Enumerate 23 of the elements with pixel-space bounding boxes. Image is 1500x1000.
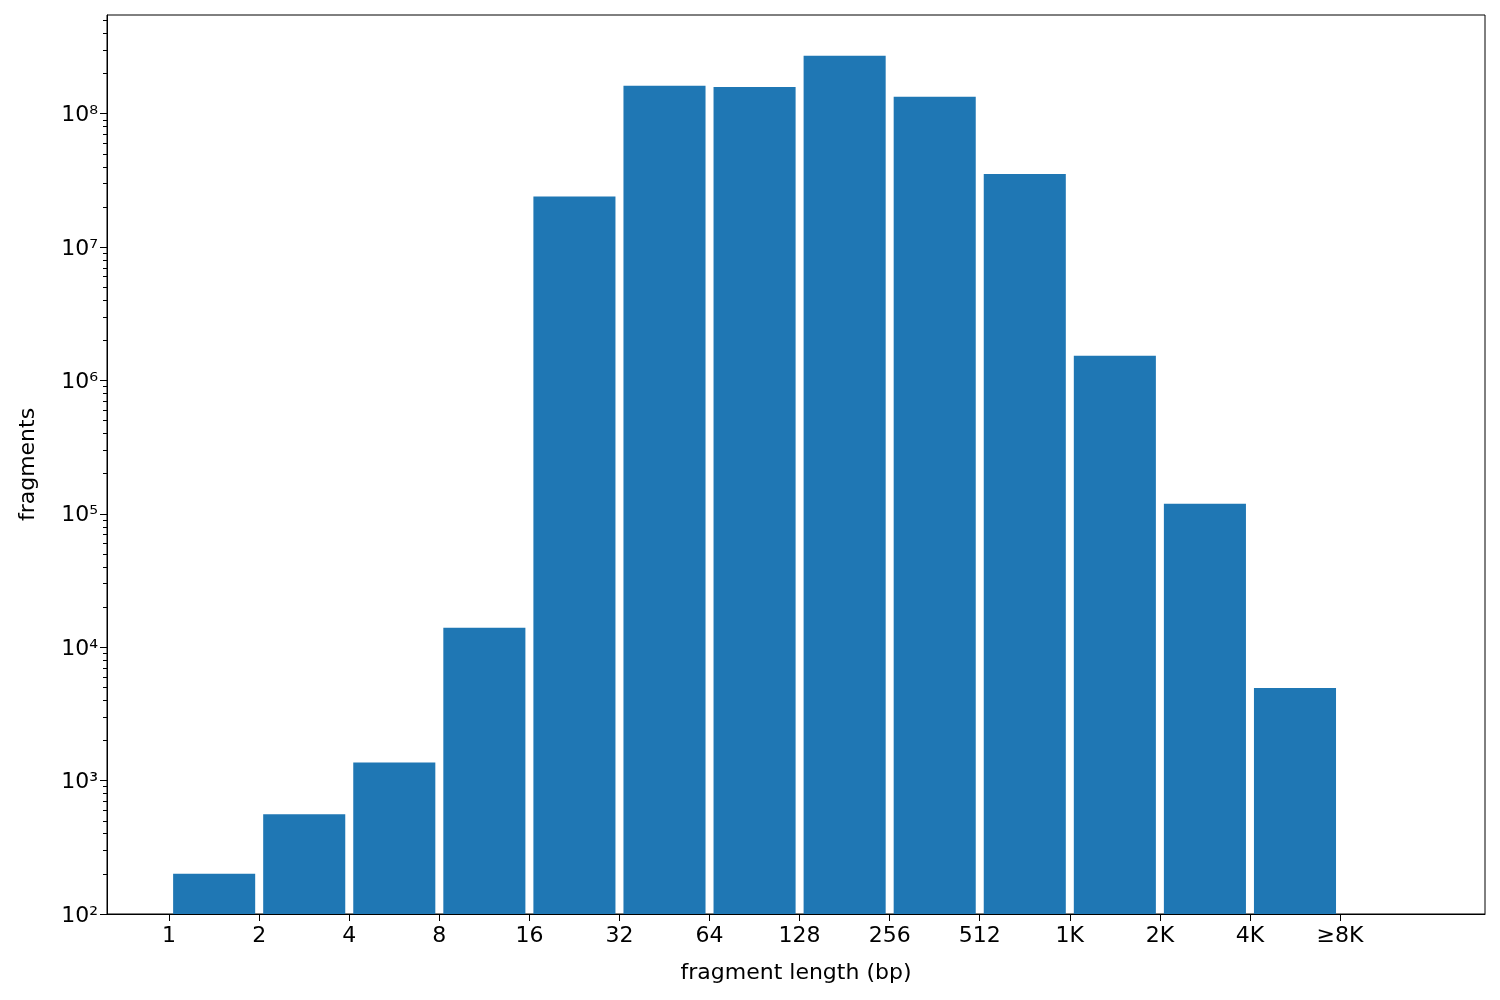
x-tick-label: 512 — [958, 921, 1001, 947]
y-tick-label: 10⁴ — [61, 634, 99, 660]
y-tick-label: 10⁶ — [61, 368, 99, 393]
x-tick-label: 4K — [1235, 921, 1265, 947]
y-tick-label: 10⁵ — [61, 501, 98, 527]
x-tick-label: 4 — [342, 921, 357, 947]
x-axis-title: fragment length (bp) — [680, 958, 912, 984]
x-tick-label: 32 — [605, 921, 634, 947]
x-tick-label: 16 — [515, 921, 544, 947]
x-tick-label: 1 — [162, 921, 177, 947]
x-tick-label: 256 — [868, 921, 911, 947]
y-axis-title: fragments — [13, 407, 39, 522]
y-tick-label: 10⁸ — [61, 101, 99, 127]
y-tick-label: 10⁷ — [61, 234, 98, 260]
y-tick-label: 10³ — [61, 768, 98, 794]
y-tick-label: 10² — [61, 901, 98, 927]
x-tick-label: 128 — [778, 921, 821, 947]
x-tick-label: 1K — [1055, 921, 1085, 947]
x-tick-label: 64 — [695, 921, 724, 947]
x-tick-label: 2 — [252, 921, 267, 947]
x-tick-label: ≥8K — [1316, 921, 1365, 947]
x-tick-label: 2K — [1145, 921, 1175, 947]
x-tick-label: 8 — [432, 921, 447, 947]
